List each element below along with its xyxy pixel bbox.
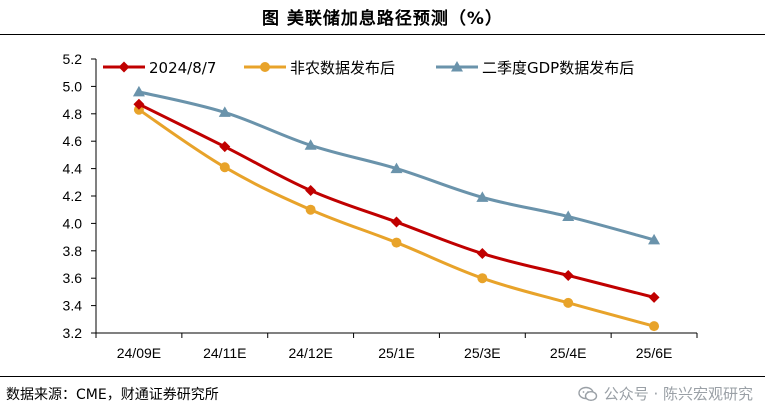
data-point xyxy=(648,291,660,303)
legend: 2024/8/7 非农数据发布后 二季度GDP数据发布后 xyxy=(103,59,634,77)
legend-swatch-marker xyxy=(451,61,463,72)
y-tick-label: 3.2 xyxy=(63,325,83,341)
x-tick-label: 24/09E xyxy=(117,345,161,361)
source-note: 数据来源：CME，财通证券研究所 xyxy=(6,387,219,403)
y-tick-label: 4.6 xyxy=(63,133,83,149)
data-point xyxy=(218,106,231,117)
legend-label: 非农数据发布后 xyxy=(290,59,395,77)
legend-label: 2024/8/7 xyxy=(149,59,216,77)
bottom-rule xyxy=(0,376,765,377)
chart-title: 图 美联储加息路径预测（%） xyxy=(262,9,503,29)
data-point xyxy=(476,248,488,260)
data-point xyxy=(132,85,145,97)
y-tick-label: 4.0 xyxy=(63,215,83,231)
data-point xyxy=(305,185,317,197)
x-tick-label: 25/4E xyxy=(550,345,587,361)
x-tick-label: 25/6E xyxy=(636,345,673,361)
legend-item: 非农数据发布后 xyxy=(244,59,395,77)
legend-item: 2024/8/7 xyxy=(103,59,216,77)
y-tick-label: 3.4 xyxy=(63,298,83,314)
watermark: 公众号 · 陈兴宏观研究 xyxy=(577,383,753,404)
data-point xyxy=(391,216,402,228)
legend-item: 二季度GDP数据发布后 xyxy=(436,59,634,77)
x-tick-label: 24/12E xyxy=(288,345,332,361)
series-line xyxy=(138,102,655,299)
axes: 5.2 5.0 4.8 4.6 4.4 4.2 4.0 3.8 3.6 3.4 3.2 24/09E 2… xyxy=(63,51,698,361)
data-point xyxy=(649,321,660,332)
y-tick-label: 5.0 xyxy=(63,78,83,94)
line-chart: 5.2 5.0 4.8 4.6 4.4 4.2 4.0 3.8 3.6 3.4 3.2 24/09E 2… xyxy=(63,51,698,361)
data-point xyxy=(562,210,575,222)
data-point xyxy=(305,204,316,215)
data-point xyxy=(648,233,661,245)
series-layer xyxy=(132,85,661,332)
data-point xyxy=(563,297,574,308)
x-tick-label: 25/3E xyxy=(464,345,501,361)
data-point xyxy=(219,162,230,173)
x-tick-label: 25/1E xyxy=(378,345,415,361)
legend-swatch-marker xyxy=(260,62,270,72)
series-3 xyxy=(132,85,661,245)
series-1 xyxy=(133,98,660,303)
data-point xyxy=(476,191,489,202)
data-point xyxy=(391,237,402,248)
y-tick-label: 3.6 xyxy=(63,270,83,286)
y-tick-label: 4.8 xyxy=(63,106,83,122)
x-tick-label: 24/11E xyxy=(203,345,246,361)
top-rule xyxy=(0,34,765,35)
y-tick-label: 4.2 xyxy=(63,188,83,204)
data-point xyxy=(133,98,145,110)
data-point xyxy=(562,269,574,281)
data-point xyxy=(477,273,488,284)
data-point xyxy=(304,139,317,150)
y-tick-label: 5.2 xyxy=(63,51,83,67)
watermark-text: 公众号 · 陈兴宏观研究 xyxy=(603,385,753,403)
data-point xyxy=(390,162,403,174)
legend-swatch-marker xyxy=(118,61,130,73)
wechat-icon xyxy=(577,386,597,401)
y-tick-label: 3.8 xyxy=(63,243,83,259)
legend-label: 二季度GDP数据发布后 xyxy=(482,59,634,77)
data-point xyxy=(219,141,231,153)
y-tick-label: 4.4 xyxy=(63,161,83,177)
